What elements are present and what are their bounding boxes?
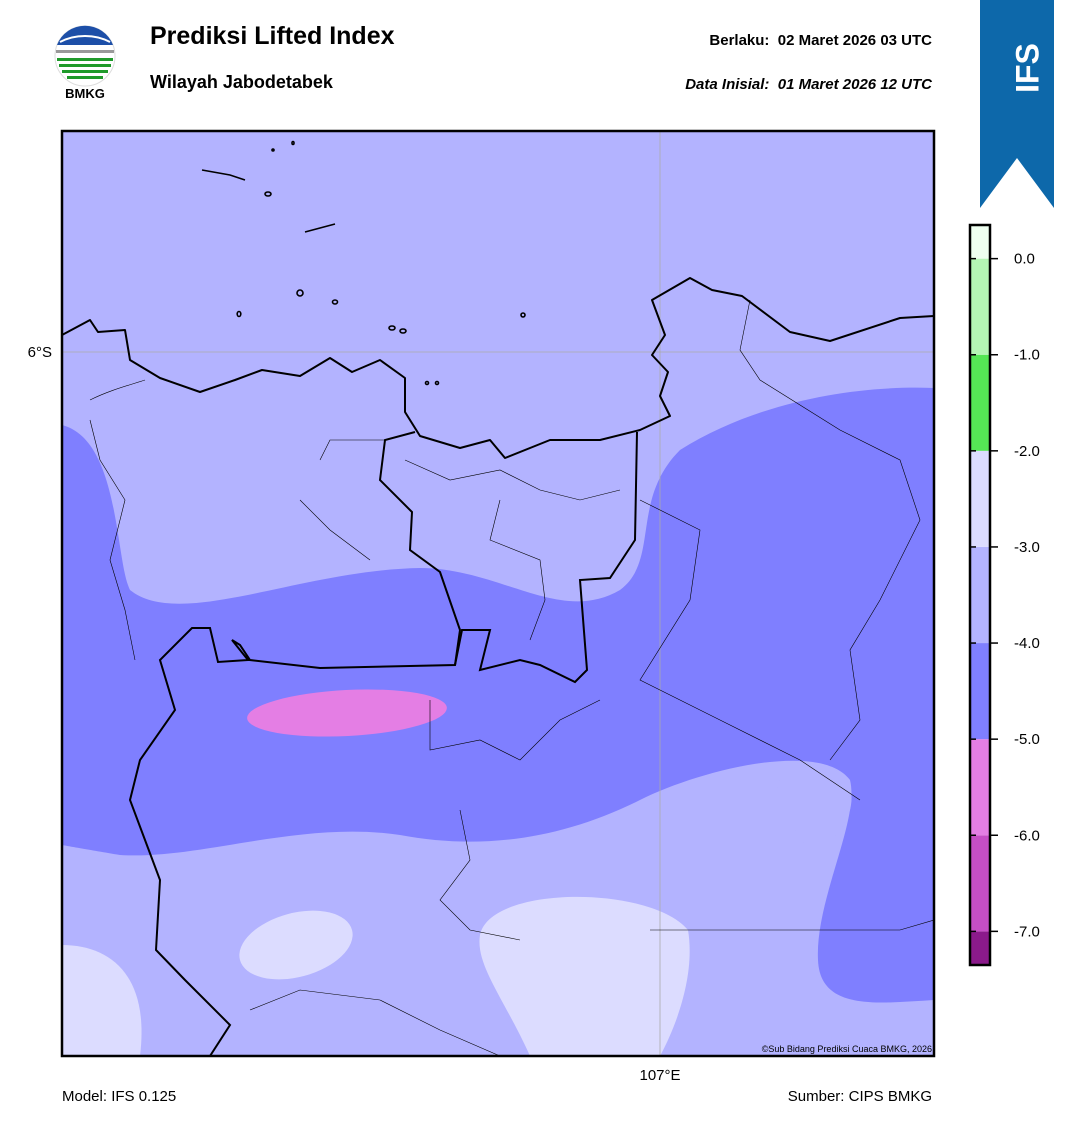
map: ©Sub Bidang Prediksi Cuaca BMKG, 2026 bbox=[62, 131, 934, 1056]
colorbar-segment bbox=[970, 546, 990, 644]
initial-time: Data Inisial: 01 Maret 2026 12 UTC bbox=[685, 76, 933, 93]
colorbar-tick-label: -7.0 bbox=[1014, 923, 1040, 940]
logo-text: BMKG bbox=[65, 86, 105, 101]
source-info: Sumber: CIPS BMKG bbox=[788, 1088, 932, 1105]
colorbar-tick-label: -3.0 bbox=[1014, 539, 1040, 556]
model-info: Model: IFS 0.125 bbox=[62, 1088, 176, 1105]
colorbar-segment bbox=[970, 354, 990, 451]
colorbar-tick-label: 0.0 bbox=[1014, 251, 1035, 268]
colorbar-segment bbox=[970, 258, 990, 355]
colorbar-segment bbox=[970, 835, 990, 932]
colorbar-segment bbox=[970, 450, 990, 547]
colorbar-tick-label: -4.0 bbox=[1014, 635, 1040, 652]
valid-time: Berlaku: 02 Maret 2026 03 UTC bbox=[709, 32, 932, 49]
badge-text: IFS bbox=[1009, 43, 1045, 93]
colorbar-tick-label: -2.0 bbox=[1014, 443, 1040, 460]
title: Prediksi Lifted Index bbox=[150, 22, 395, 50]
map-frame bbox=[60, 129, 936, 1058]
colorbar-tick-label: -6.0 bbox=[1014, 827, 1040, 844]
colorbar-segment bbox=[970, 225, 990, 259]
map-credit: ©Sub Bidang Prediksi Cuaca BMKG, 2026 bbox=[762, 1044, 932, 1054]
colorbar-tick-label: -1.0 bbox=[1014, 347, 1040, 364]
colorbar-segment bbox=[970, 739, 990, 836]
colorbar-segment bbox=[970, 931, 990, 965]
subtitle: Wilayah Jabodetabek bbox=[150, 72, 334, 92]
logo: BMKG bbox=[54, 25, 116, 101]
lat-label: 6°S bbox=[28, 344, 52, 361]
colorbar: 0.0 -1.0 -2.0 -3.0 -4.0 -5.0 -6.0 -7.0 bbox=[968, 223, 1040, 967]
colorbar-segment bbox=[970, 643, 990, 740]
model-badge: IFS bbox=[980, 0, 1054, 208]
colorbar-tick-label: -5.0 bbox=[1014, 731, 1040, 748]
colorbar-frame bbox=[968, 223, 992, 967]
lon-label: 107°E bbox=[639, 1067, 680, 1084]
